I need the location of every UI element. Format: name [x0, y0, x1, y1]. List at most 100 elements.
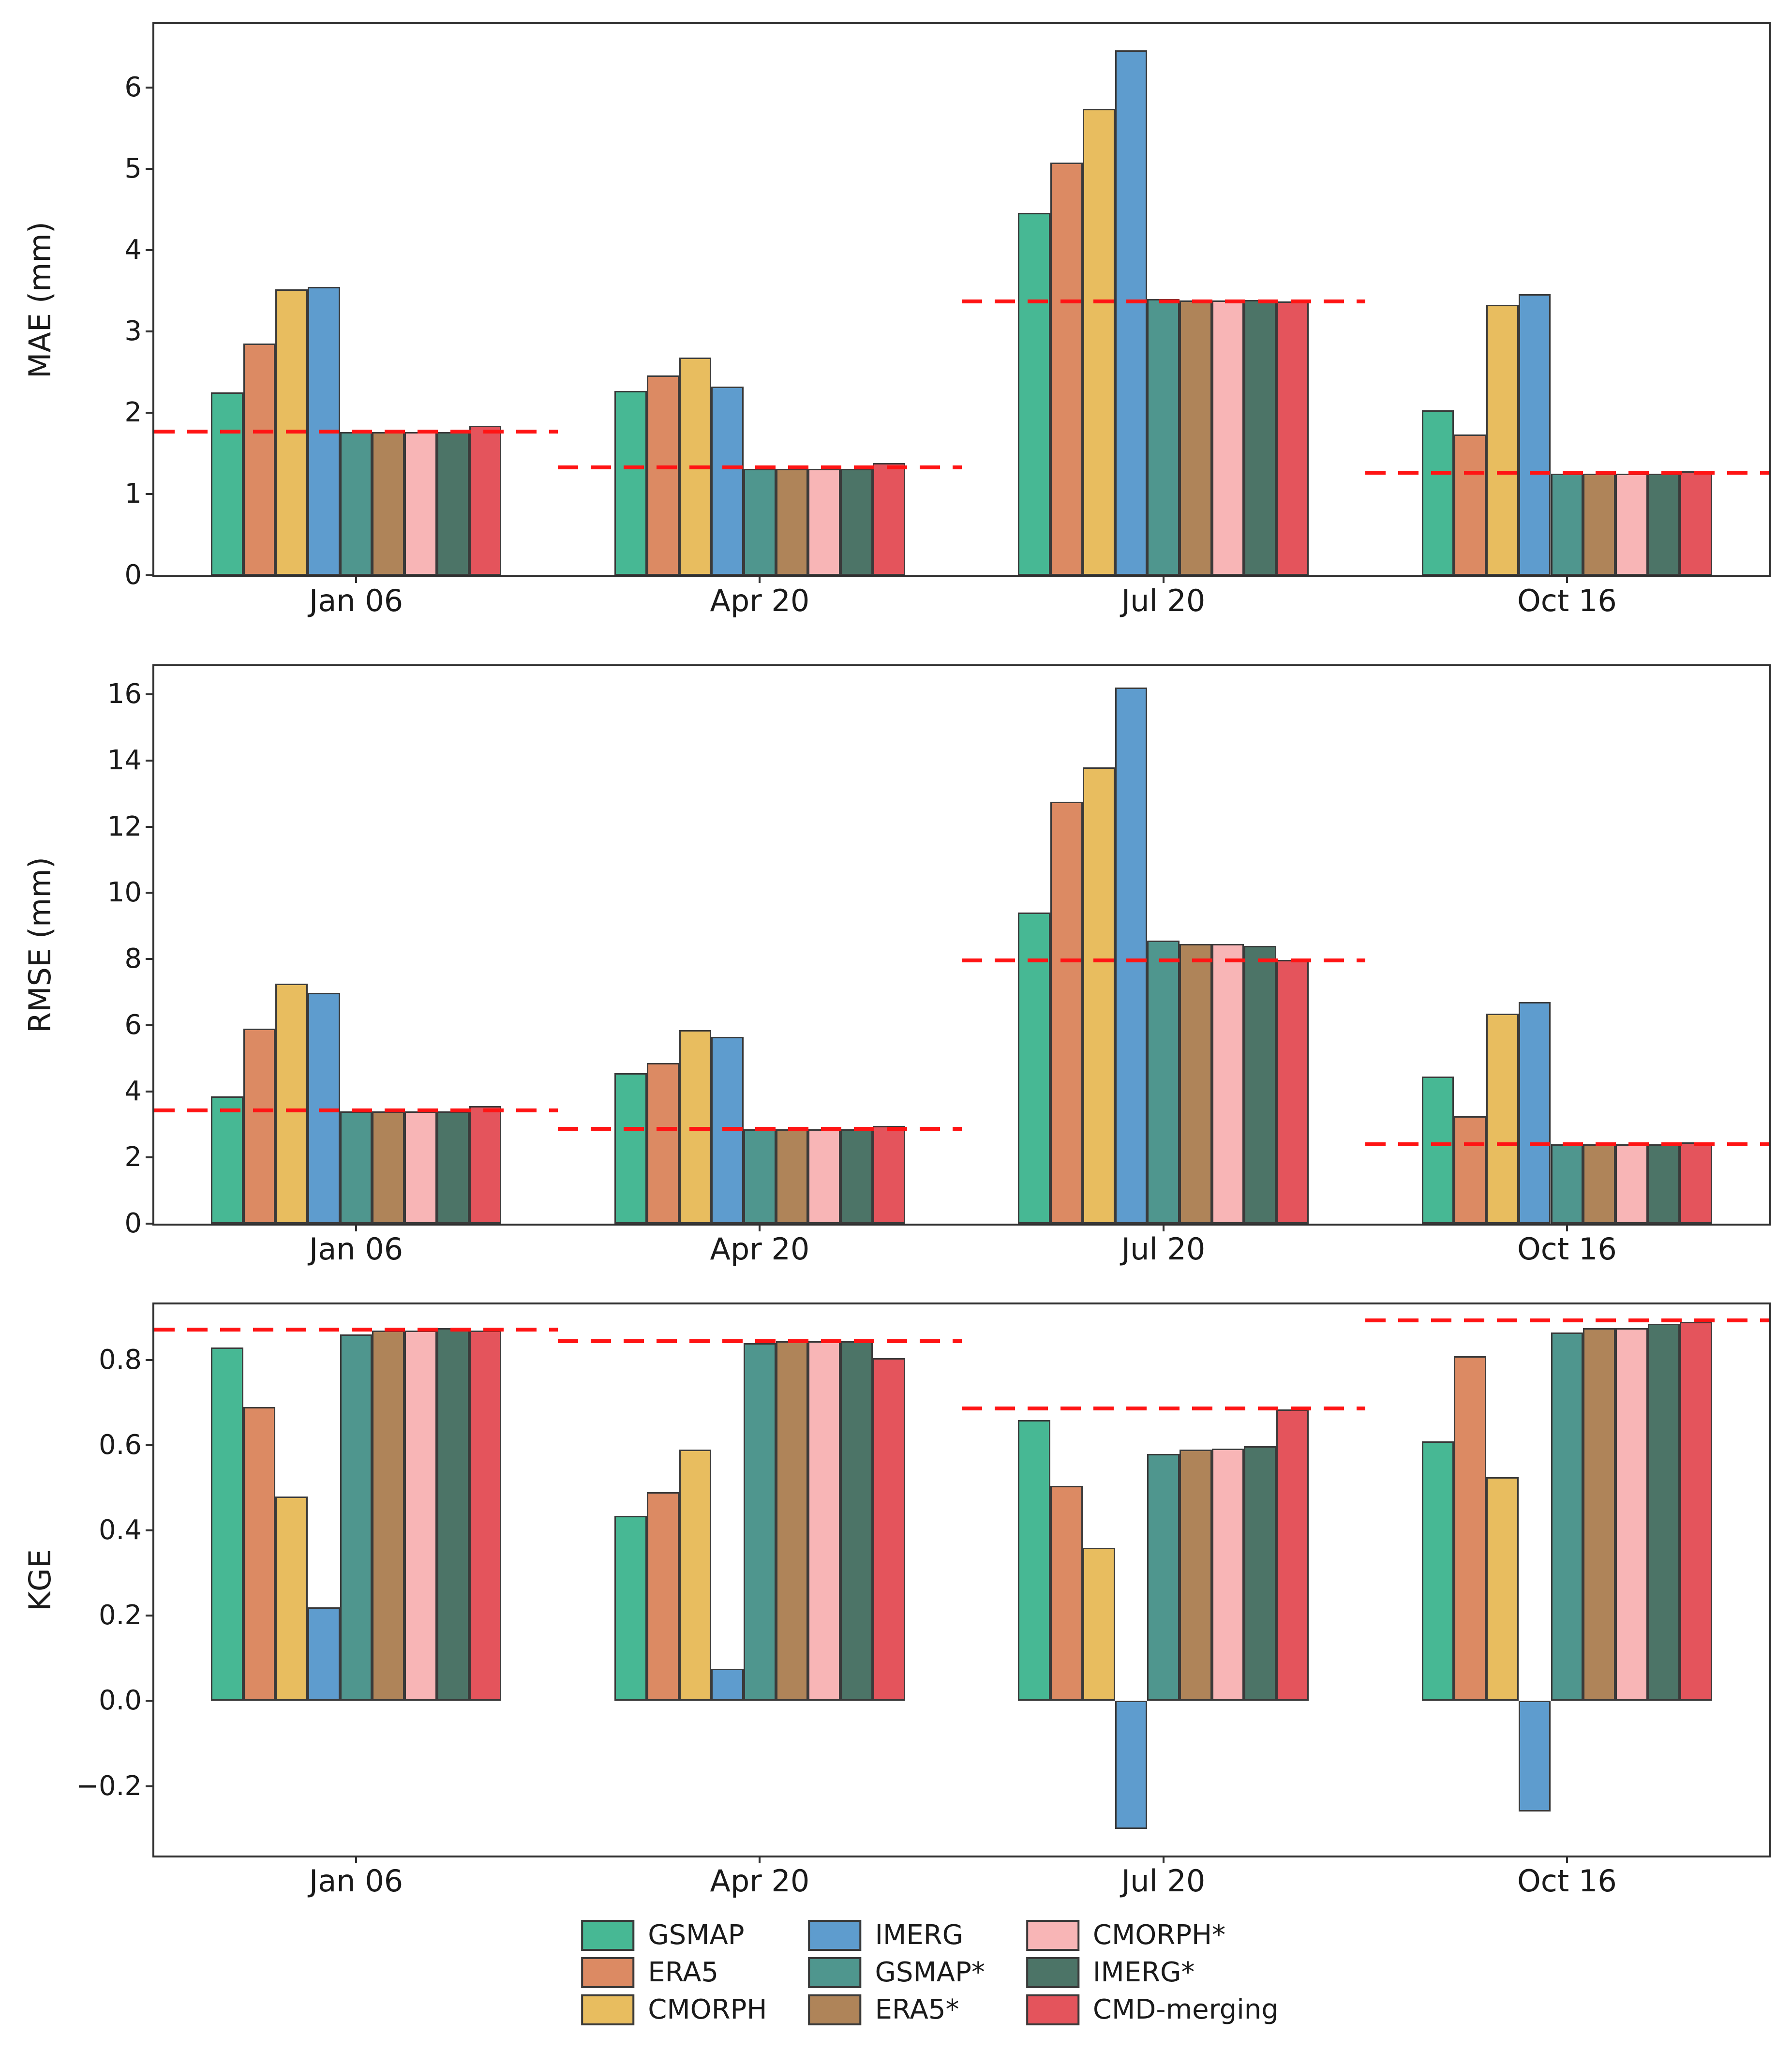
bar-ERA5 — [243, 1028, 276, 1224]
bar-IMERG — [308, 1607, 340, 1701]
x-tick-mark — [355, 1856, 358, 1863]
legend-label: GSMAP — [648, 1919, 745, 1951]
y-tick-label: 0.6 — [98, 1429, 142, 1461]
y-tick-label: 16 — [107, 678, 142, 710]
bar-IMERG — [1518, 294, 1551, 575]
bar-CMORPH* — [1211, 944, 1244, 1224]
y-tick-mark — [146, 825, 154, 828]
y-tick-label: 10 — [107, 877, 142, 909]
bar-CMORPH* — [808, 1341, 841, 1701]
bar-CMD-merging — [469, 425, 502, 575]
bar-GSMAP — [210, 392, 243, 575]
y-tick-label: 0.2 — [98, 1600, 142, 1632]
bar-IMERG — [1115, 688, 1148, 1224]
reference-line — [558, 465, 962, 469]
bar-CMORPH* — [404, 432, 437, 575]
bar-ERA5* — [776, 1129, 808, 1224]
bar-ERA5 — [1454, 434, 1487, 575]
bar-IMERG* — [436, 1111, 469, 1224]
bar-ERA5 — [1454, 1356, 1487, 1701]
y-tick-mark — [146, 693, 154, 696]
y-tick-mark — [146, 87, 154, 89]
bar-GSMAP — [210, 1347, 243, 1701]
bar-IMERG* — [840, 1129, 873, 1224]
bar-CMORPH — [679, 1450, 712, 1701]
bar-ERA5 — [1050, 802, 1083, 1224]
bar-CMORPH* — [404, 1330, 437, 1701]
y-tick-label: 6 — [124, 1009, 142, 1041]
legend-column: IMERG GSMAP* ERA5* — [808, 1920, 985, 2025]
bar-CMORPH* — [1615, 1328, 1648, 1701]
bar-IMERG — [1518, 1002, 1551, 1224]
bar-IMERG — [711, 1669, 744, 1701]
bar-ERA5 — [646, 1492, 679, 1701]
y-tick-mark — [146, 1223, 154, 1225]
bar-CMORPH — [275, 1496, 308, 1701]
legend-swatch-CMORPH* — [1026, 1920, 1079, 1951]
reference-line — [154, 1327, 558, 1332]
legend-item: CMORPH* — [1026, 1920, 1279, 1951]
bar-CMORPH* — [808, 1129, 841, 1224]
y-tick-label: 0.8 — [98, 1344, 142, 1376]
reference-line — [1365, 1318, 1769, 1323]
reference-line — [154, 429, 558, 434]
y-tick-mark — [146, 412, 154, 414]
bar-CMD-merging — [1680, 471, 1713, 575]
bar-IMERG* — [840, 1341, 873, 1701]
bar-GSMAP* — [1147, 941, 1180, 1224]
bar-ERA5* — [372, 432, 405, 575]
bar-CMORPH* — [1615, 474, 1648, 575]
reference-line — [558, 1126, 962, 1131]
y-tick-mark — [146, 1700, 154, 1702]
reference-line — [154, 1108, 558, 1113]
bar-CMD-merging — [872, 463, 905, 575]
bar-ERA5* — [1583, 1328, 1615, 1701]
x-tick-mark — [1162, 1856, 1165, 1863]
bar-CMORPH* — [404, 1111, 437, 1224]
y-tick-mark — [146, 1785, 154, 1787]
y-tick-mark — [146, 1444, 154, 1447]
bar-IMERG* — [436, 432, 469, 575]
bar-GSMAP* — [1551, 474, 1583, 575]
bar-IMERG* — [1244, 945, 1277, 1224]
reference-line — [1365, 1142, 1769, 1146]
bar-GSMAP* — [744, 468, 776, 575]
legend-label: CMD-merging — [1092, 1994, 1279, 2025]
x-tick-mark — [759, 575, 761, 583]
bar-GSMAP* — [1147, 299, 1180, 575]
bar-GSMAP — [1018, 212, 1051, 575]
y-tick-label: 3 — [124, 315, 142, 347]
bar-CMORPH — [275, 984, 308, 1224]
bar-ERA5* — [372, 1330, 405, 1701]
y-tick-label: 0 — [124, 559, 142, 591]
x-category-label: Jul 20 — [1121, 583, 1206, 618]
bar-CMD-merging — [469, 1330, 502, 1701]
legend-swatch-GSMAP — [581, 1920, 635, 1951]
y-tick-label: 8 — [124, 943, 142, 975]
y-tick-label: 1 — [124, 478, 142, 509]
x-category-label: Apr 20 — [710, 583, 810, 618]
x-category-label: Oct 16 — [1517, 583, 1617, 618]
bar-GSMAP — [614, 390, 647, 575]
bar-ERA5 — [646, 375, 679, 575]
x-tick-mark — [1162, 1224, 1165, 1231]
y-tick-label: 0 — [124, 1208, 142, 1239]
legend-label: IMERG* — [1092, 1957, 1195, 1988]
x-category-label: Jan 06 — [309, 1231, 403, 1267]
y-tick-mark — [146, 330, 154, 333]
y-tick-label: 6 — [124, 72, 142, 104]
rmse-chart-panel: 0 2 4 6 8 10 12 14 16 Jan 06 Apr 20 Jul 20 Oct 16 — [107, 664, 1771, 1264]
bar-IMERG* — [1244, 1446, 1277, 1701]
x-category-label: Oct 16 — [1517, 1231, 1617, 1267]
legend-swatch-IMERG — [808, 1920, 862, 1951]
legend-item: CMD-merging — [1026, 1994, 1279, 2025]
y-tick-mark — [146, 1156, 154, 1159]
bar-IMERG — [1115, 1701, 1148, 1829]
y-tick-label: 0.4 — [98, 1514, 142, 1546]
bar-GSMAP* — [340, 1111, 373, 1224]
bar-GSMAP* — [1551, 1332, 1583, 1701]
reference-line — [961, 299, 1365, 303]
bar-ERA5* — [1179, 944, 1212, 1224]
legend-column: GSMAP ERA5 CMORPH — [581, 1920, 767, 2025]
y-tick-label: −0.2 — [76, 1770, 142, 1802]
